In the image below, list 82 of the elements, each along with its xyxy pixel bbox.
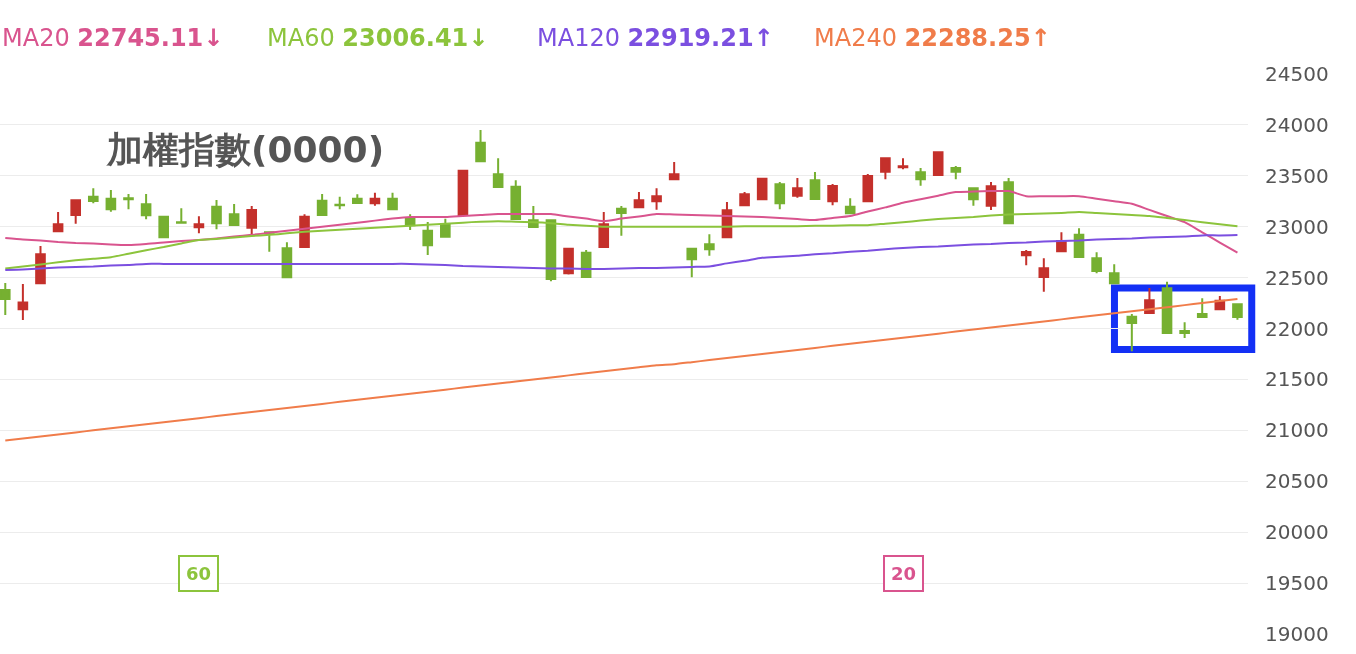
- text: MA120: [537, 24, 620, 52]
- text: 22919.21↑: [627, 24, 774, 52]
- candlestick: [105, 188, 117, 213]
- y-tick-label: 24000: [1265, 112, 1329, 137]
- candlestick: [440, 217, 451, 238]
- y-tick-label: 21500: [1265, 367, 1329, 392]
- y-tick-label: 20000: [1265, 520, 1329, 545]
- line-series: [4, 189, 1239, 254]
- candlestick: [880, 157, 891, 181]
- candlestick: [387, 191, 398, 211]
- candlestick: [175, 207, 187, 224]
- candlestick: [792, 177, 803, 199]
- candlestick: [827, 183, 838, 207]
- candlestick: [809, 171, 821, 201]
- y-tick-label: 23000: [1265, 214, 1329, 239]
- y-tick-label: 24500: [1265, 62, 1329, 86]
- candlestick: [475, 129, 486, 163]
- candlestick: [633, 191, 645, 209]
- candlestick: [193, 215, 205, 235]
- candlestick: [756, 177, 768, 201]
- y-tick-label: 21000: [1265, 418, 1329, 443]
- text: 加權指數(0000): [106, 129, 385, 170]
- candlestick: [1020, 249, 1032, 267]
- candlestick: [492, 157, 504, 189]
- candlestick: [52, 211, 64, 233]
- candlestick: [316, 193, 328, 217]
- candlestick: [774, 181, 786, 211]
- y-tick-label: 19500: [1265, 571, 1329, 596]
- candlestick: [211, 199, 222, 231]
- candlestick: [334, 195, 346, 211]
- text: 22288.25↑: [904, 24, 1051, 52]
- candlestick: [123, 193, 134, 211]
- candlestick: [158, 215, 170, 239]
- candlestick: [1196, 297, 1208, 319]
- candlestick: [1108, 263, 1120, 285]
- candlestick: [1003, 177, 1014, 225]
- candlestick: [897, 157, 909, 171]
- annotation: 20: [891, 563, 917, 584]
- candlestick: [704, 233, 715, 257]
- candlestick: [616, 205, 627, 237]
- text: 22745.11↓: [77, 24, 224, 52]
- candlestick: [932, 151, 944, 176]
- candlestick: [17, 283, 29, 321]
- candlestick: [422, 221, 434, 257]
- line-series: [4, 210, 1239, 270]
- y-tick-label: 19000: [1265, 622, 1329, 646]
- candlestick: [739, 191, 750, 207]
- candlestick: [0, 282, 11, 316]
- candlestick: [950, 165, 962, 181]
- line-series: [4, 233, 1239, 271]
- line-series: [4, 298, 1239, 442]
- y-tick-label: 22500: [1265, 265, 1329, 290]
- candlestick: [651, 187, 662, 211]
- candlestick: [246, 205, 258, 236]
- candlestick: [668, 160, 680, 181]
- text: MA20: [2, 24, 70, 52]
- candlestick: [915, 166, 926, 187]
- y-tick-label: 23500: [1265, 163, 1329, 188]
- candlestick: [352, 193, 363, 204]
- candlestick: [510, 179, 522, 220]
- candlestick: [228, 203, 240, 226]
- candlestick: [1038, 257, 1050, 293]
- text: MA240: [814, 24, 897, 52]
- candlestick: [686, 247, 698, 279]
- candlestick: [1161, 280, 1173, 335]
- y-tick-label: 20500: [1265, 469, 1329, 494]
- candlestick: [1126, 312, 1138, 353]
- candlestick: [563, 247, 574, 276]
- candlestick: [70, 199, 81, 225]
- y-tick-label: 22000: [1265, 316, 1329, 341]
- candlestick: [844, 197, 856, 215]
- candlestick: [862, 172, 874, 203]
- candlestick: [1179, 321, 1190, 340]
- candlestick: [1232, 303, 1243, 321]
- candlestick: [457, 169, 469, 217]
- candlestick: [140, 193, 152, 221]
- candlestick: [598, 211, 610, 248]
- text: 23006.41↓: [342, 24, 489, 52]
- text: MA60: [267, 24, 335, 52]
- candlestick: [87, 187, 99, 205]
- annotation: 60: [186, 563, 212, 584]
- candlestick: [1091, 251, 1102, 275]
